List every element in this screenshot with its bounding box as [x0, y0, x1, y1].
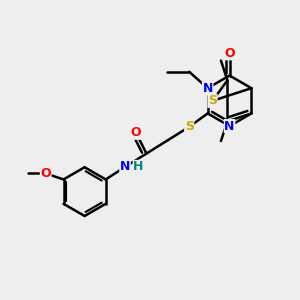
Text: S: S [185, 120, 194, 133]
Text: O: O [40, 167, 51, 180]
Text: O: O [224, 47, 235, 60]
Text: N: N [202, 82, 213, 95]
Text: H: H [133, 160, 144, 173]
Text: S: S [208, 94, 217, 107]
Text: N: N [120, 160, 130, 173]
Text: O: O [131, 126, 141, 139]
Text: N: N [224, 120, 235, 133]
